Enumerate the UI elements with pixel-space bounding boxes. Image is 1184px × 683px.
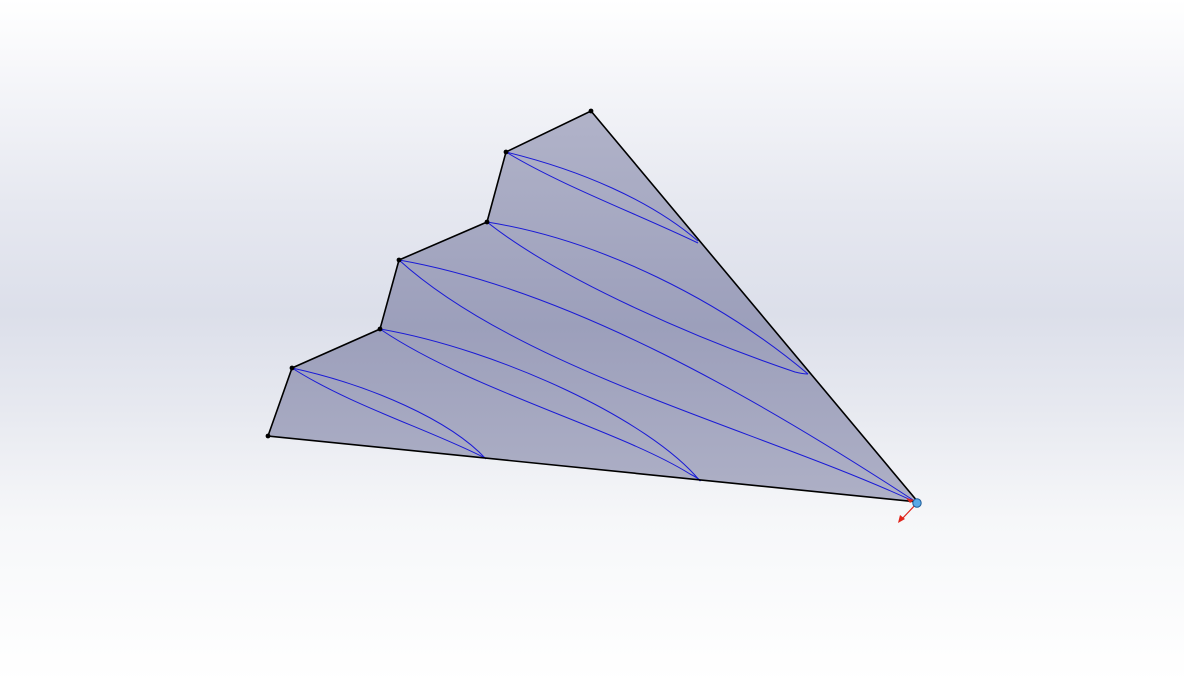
curve-4a [379, 328, 701, 482]
curve-2a [486, 221, 809, 375]
vertex [289, 365, 295, 371]
surface-face[interactable] [268, 111, 918, 502]
vertex [265, 433, 271, 439]
vertex [396, 257, 402, 263]
curve-1b [505, 151, 699, 244]
vertex [484, 219, 490, 225]
origin-triad-icon [898, 498, 922, 523]
curve-5a [291, 367, 487, 460]
curve-3a [398, 259, 914, 501]
vertex [377, 326, 383, 332]
vertices [265, 108, 594, 439]
curve-4b [379, 328, 702, 482]
vertex [503, 149, 509, 155]
curve-2b [486, 221, 809, 375]
curve-5b [291, 367, 484, 458]
origin-point [912, 498, 922, 508]
vertex [588, 108, 594, 114]
curve-1a [505, 151, 699, 242]
surface-curves [291, 151, 914, 502]
curve-3b [398, 259, 914, 502]
